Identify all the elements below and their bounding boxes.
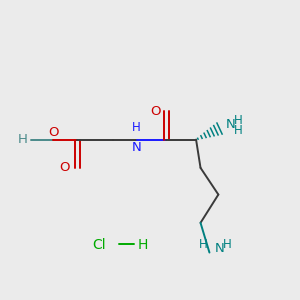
Text: O: O	[48, 126, 59, 139]
Text: Cl: Cl	[92, 238, 105, 252]
Text: H: H	[132, 121, 141, 134]
Text: N: N	[215, 242, 224, 256]
Text: N: N	[132, 141, 142, 154]
Text: N: N	[226, 118, 236, 130]
Text: H: H	[199, 238, 208, 251]
Text: H: H	[234, 124, 243, 137]
Text: H: H	[138, 238, 148, 252]
Text: H: H	[223, 238, 232, 251]
Text: O: O	[151, 105, 161, 118]
Text: O: O	[59, 161, 70, 174]
Text: H: H	[17, 133, 27, 146]
Text: H: H	[234, 114, 243, 127]
